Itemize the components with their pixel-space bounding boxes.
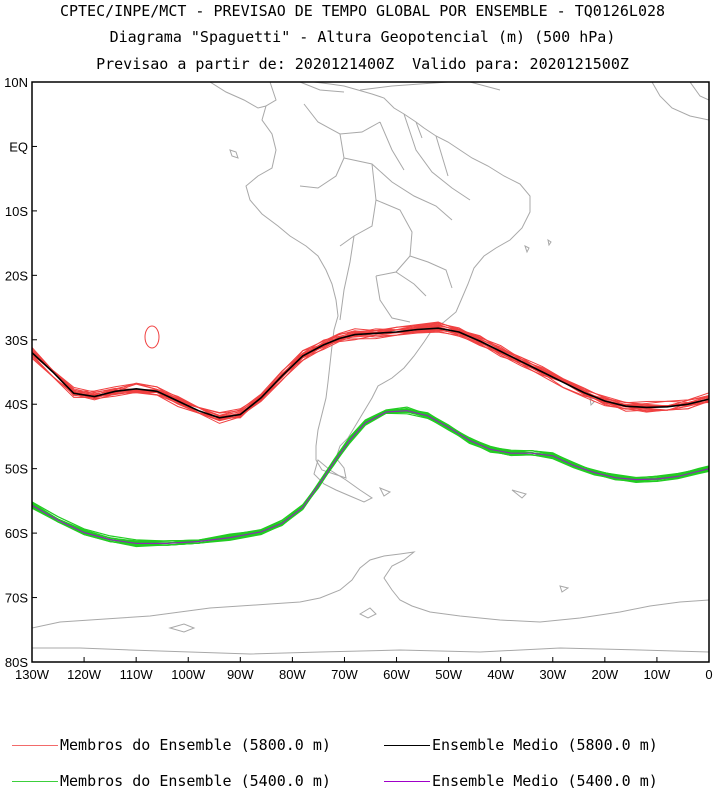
- lon-label: 40W: [487, 667, 514, 682]
- member-contour-5400: [32, 412, 709, 548]
- legend-label: Ensemble Medio (5400.0 m): [432, 772, 658, 790]
- lon-label: 20W: [591, 667, 618, 682]
- ensemble-members-5800: [32, 321, 709, 424]
- plot-frame: [31, 81, 710, 663]
- lat-label: 30S: [5, 333, 28, 348]
- lon-label: 50W: [435, 667, 462, 682]
- legend-item-mean-5800: Ensemble Medio (5800.0 m): [384, 735, 658, 755]
- antarctica-outline: [32, 551, 709, 629]
- lat-label: 50S: [5, 462, 28, 477]
- spaghetti-map: 10N EQ 10S 20S 30S 40S 50S 60S 70S 80S 130W 120W 11…: [4, 75, 713, 682]
- ensemble-mean-5800: [32, 327, 709, 419]
- member-contour-5800: [32, 328, 709, 419]
- lat-label: 70S: [5, 591, 28, 606]
- coastline-layer: [32, 82, 709, 655]
- lon-label: 80W: [279, 667, 306, 682]
- lat-label: 10N: [4, 75, 28, 90]
- central-america-outline: [209, 82, 501, 109]
- ensemble-members-5400: [32, 406, 709, 548]
- lat-label: 60S: [5, 526, 28, 541]
- title-line-2: Diagrama "Spaguetti" - Altura Geopotenci…: [109, 28, 616, 46]
- lon-label: 110W: [120, 667, 154, 682]
- legend-label: Ensemble Medio (5800.0 m): [432, 736, 658, 754]
- lon-label: 60W: [383, 667, 410, 682]
- legend-item-members-5800: Membros do Ensemble (5800.0 m): [12, 735, 331, 755]
- member-contour-5800: [32, 329, 709, 421]
- lon-label: 30W: [539, 667, 566, 682]
- south-america-outline: [245, 82, 531, 479]
- member-contour-5400: [32, 411, 709, 546]
- lon-label: 130W: [15, 667, 50, 682]
- lat-label: EQ: [9, 139, 28, 154]
- title-line-3: Previsao a partir de: 2020121400Z Valido…: [96, 55, 629, 73]
- legend-swatch-purple: [384, 780, 430, 782]
- legend-item-members-5400: Membros do Ensemble (5400.0 m): [12, 771, 331, 791]
- lat-label: 40S: [5, 397, 28, 412]
- member-contour-5400: [32, 411, 709, 546]
- lon-label: 10W: [644, 667, 671, 682]
- lon-label: 100W: [171, 667, 206, 682]
- lat-label: 80S: [5, 655, 28, 670]
- legend-label: Membros do Ensemble (5400.0 m): [60, 772, 331, 790]
- title-line-1: CPTEC/INPE/MCT - PREVISAO DE TEMPO GLOBA…: [59, 2, 666, 20]
- legend-label: Membros do Ensemble (5800.0 m): [60, 736, 331, 754]
- ensemble-mean-5400: [32, 410, 709, 544]
- closed-contour-5800: [144, 325, 160, 349]
- lon-label: 90W: [227, 667, 254, 682]
- lat-label: 20S: [5, 268, 28, 283]
- lat-label: 10S: [5, 204, 28, 219]
- member-contour-5800: [32, 331, 709, 424]
- member-contour-5400: [32, 411, 709, 546]
- longitude-axis: 130W 120W 110W 100W 90W 80W 70W 60W 50W 40W 30W 20W…: [15, 657, 713, 682]
- africa-edge: [651, 82, 709, 121]
- legend-item-mean-5400: Ensemble Medio (5400.0 m): [384, 771, 658, 791]
- lon-label: 0: [705, 667, 712, 682]
- legend-swatch-red: [12, 744, 58, 746]
- country-borders: [299, 103, 471, 323]
- member-contour-5400: [32, 410, 709, 547]
- legend-swatch-black: [384, 744, 430, 746]
- latitude-axis: 10N EQ 10S 20S 30S 40S 50S 60S 70S 80S: [4, 75, 37, 670]
- lon-label: 70W: [331, 667, 358, 682]
- legend-swatch-green: [12, 780, 58, 782]
- member-contour-5800: [32, 330, 709, 422]
- lon-label: 120W: [67, 667, 102, 682]
